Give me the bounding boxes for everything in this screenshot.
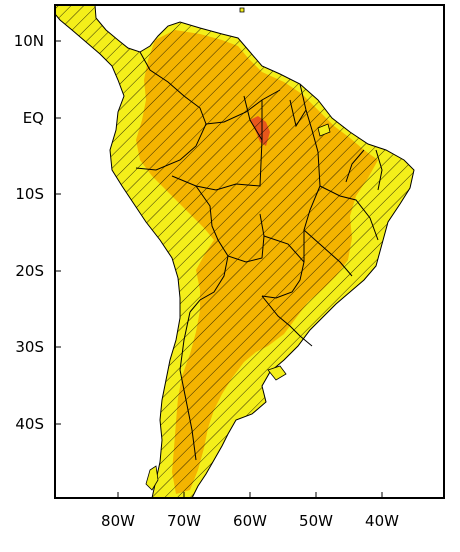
- lon-label-50w: 50W: [299, 512, 333, 530]
- lon-ticks: [117, 492, 383, 498]
- country-borders: [135, 51, 383, 461]
- lat-label-40s: 40S: [15, 415, 44, 433]
- lat-label-20s: 20S: [15, 262, 44, 280]
- lat-ticks: [55, 40, 61, 425]
- lat-label-30s: 30S: [15, 338, 44, 356]
- lat-label-10n: 10N: [14, 32, 44, 50]
- islands: [145, 7, 331, 491]
- lon-label-60w: 60W: [233, 512, 267, 530]
- lon-label-80w: 80W: [101, 512, 135, 530]
- lat-label-10s: 10S: [15, 185, 44, 203]
- lat-label-eq: EQ: [23, 109, 44, 127]
- lon-label-40w: 40W: [365, 512, 399, 530]
- lon-label-70w: 70W: [167, 512, 201, 530]
